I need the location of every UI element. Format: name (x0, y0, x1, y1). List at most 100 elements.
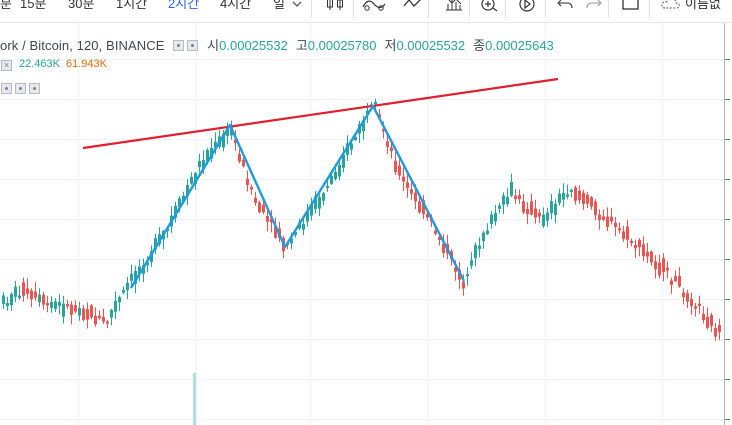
candle-body (58, 302, 61, 306)
undo-icon[interactable] (555, 0, 577, 14)
candle-body (90, 305, 93, 318)
toolbar-divider (608, 0, 609, 18)
candle-body (266, 216, 269, 222)
candle-body (26, 288, 29, 294)
volume-ma-value: 61.943K (65, 58, 107, 70)
price-tick (725, 419, 730, 420)
settings-gear-icon[interactable] (186, 40, 198, 51)
redo-icon[interactable] (582, 0, 604, 14)
dropdown-arrow-icon[interactable] (290, 0, 304, 14)
candle-body (650, 251, 653, 263)
candle-body (82, 308, 85, 320)
candle-body (682, 292, 685, 297)
candle-body (114, 300, 117, 312)
price-tick (725, 259, 730, 260)
candle-body (310, 204, 313, 216)
candle-body (474, 245, 477, 259)
candle-body (94, 316, 97, 325)
candle-body (654, 261, 657, 270)
candle-body (618, 228, 621, 231)
candle-body (586, 195, 589, 204)
candle-body (258, 202, 261, 213)
chart-name-button[interactable]: 이름없 (685, 0, 721, 11)
interval-30min[interactable]: 30분 (68, 0, 95, 11)
candle-body (86, 309, 89, 320)
candle-body (638, 240, 641, 248)
replay-icon[interactable] (516, 0, 538, 14)
candle-body (466, 274, 469, 277)
settings-gear-icon[interactable] (15, 83, 26, 94)
alert-icon[interactable] (443, 0, 465, 14)
candle-body (442, 243, 445, 253)
candle-body (238, 154, 241, 162)
toolbar-divider (311, 0, 312, 18)
price-scale[interactable] (724, 23, 732, 425)
drawing-layer (82, 77, 559, 289)
price-tick (725, 99, 730, 100)
compare-icon[interactable] (402, 0, 424, 14)
candle-body (338, 164, 341, 177)
candle-body (342, 154, 345, 168)
candle-body (318, 197, 321, 209)
candle-body (182, 195, 185, 203)
fullscreen-icon[interactable] (619, 0, 641, 14)
candle-body (606, 216, 609, 227)
add-indicator-icon[interactable] (478, 0, 500, 14)
candle-body (570, 189, 573, 192)
candle-body (714, 328, 717, 337)
candle-body (594, 201, 597, 216)
toolbar-divider (469, 0, 470, 18)
low-label: 저 (384, 38, 397, 53)
candle-body (698, 303, 701, 306)
candle-body (250, 186, 253, 190)
interval-1hour[interactable]: 1시간 (116, 0, 148, 11)
candle-body (274, 226, 277, 238)
candle-body (134, 270, 137, 284)
eye-toggle-icon[interactable] (1, 83, 12, 94)
candle-style-icon[interactable] (324, 0, 346, 14)
candle-body (582, 192, 585, 204)
candle-body (642, 244, 645, 257)
price-tick (725, 379, 730, 380)
candle-body (690, 299, 693, 307)
candle-body (22, 282, 25, 296)
candle-body (426, 213, 429, 218)
candle-body (2, 295, 5, 305)
candle-body (110, 309, 113, 318)
eye-toggle-icon[interactable] (172, 40, 184, 51)
candle-body (530, 201, 533, 215)
symbol-title[interactable]: ork / Bitcoin, 120, BINANCE (0, 38, 165, 53)
candle-body (674, 276, 677, 281)
candle-body (42, 294, 45, 305)
candle-body (526, 209, 529, 215)
interval-1min[interactable]: 분 (0, 0, 12, 11)
candle-body (226, 127, 229, 136)
cloud-save-icon[interactable] (660, 0, 682, 14)
resistance-trendline[interactable] (82, 77, 559, 150)
candle-body (546, 212, 549, 221)
candle-body (98, 315, 101, 319)
candle-body (470, 260, 473, 266)
candle-body (246, 178, 249, 185)
interval-1day[interactable]: 일 (273, 0, 285, 11)
interval-4hour[interactable]: 4시간 (220, 0, 252, 11)
candle-body (234, 139, 237, 144)
remove-study-icon[interactable] (29, 83, 40, 94)
candle-body (598, 214, 601, 220)
candle-body (270, 218, 273, 223)
candle-body (70, 304, 73, 315)
interval-15min[interactable]: 15분 (20, 0, 47, 11)
candle-body (62, 303, 65, 317)
collapse-legend-icon[interactable]: × (1, 60, 12, 71)
grid-line (0, 219, 724, 220)
indicators-icon[interactable] (361, 0, 387, 14)
interval-2hour[interactable]: 2시간 (168, 0, 200, 11)
candle-body (322, 193, 325, 201)
double-top-pattern-line[interactable] (129, 104, 466, 289)
chart-plot-area[interactable] (0, 23, 724, 425)
candle-body (230, 127, 233, 136)
candle-body (394, 160, 397, 173)
candle-body (354, 137, 357, 141)
candle-body (566, 194, 569, 197)
